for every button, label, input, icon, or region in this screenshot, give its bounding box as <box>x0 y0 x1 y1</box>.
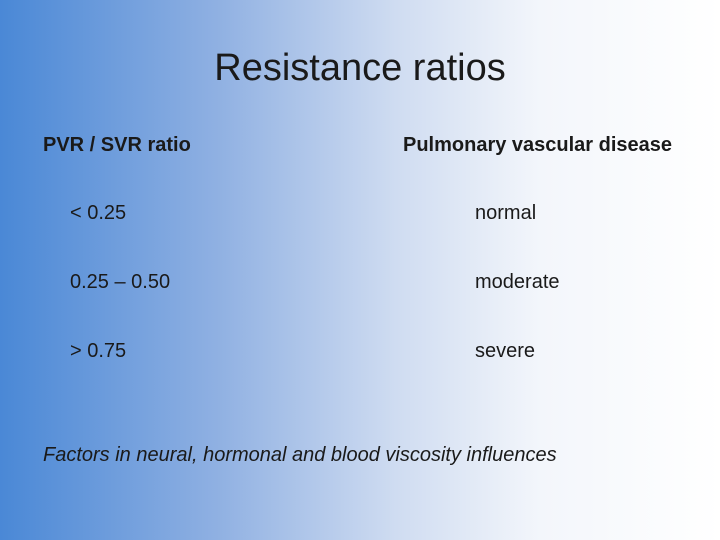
ratio-cell: > 0.75 <box>70 340 127 362</box>
table-row: < 0.25 normal <box>0 199 720 227</box>
table-row: > 0.75 severe <box>0 337 720 365</box>
column-header-ratio: PVR / SVR ratio <box>43 134 191 156</box>
table-row: 0.25 – 0.50 moderate <box>0 268 720 296</box>
slide-title: Resistance ratios <box>214 47 506 89</box>
disease-cell: severe <box>475 340 536 362</box>
footer-note: Factors in neural, hormonal and blood vi… <box>43 444 557 466</box>
column-header-disease: Pulmonary vascular disease <box>403 134 673 156</box>
disease-cell: normal <box>475 202 537 224</box>
disease-cell: moderate <box>475 271 560 293</box>
ratio-cell: < 0.25 <box>70 202 127 224</box>
ratio-cell: 0.25 – 0.50 <box>70 271 171 293</box>
